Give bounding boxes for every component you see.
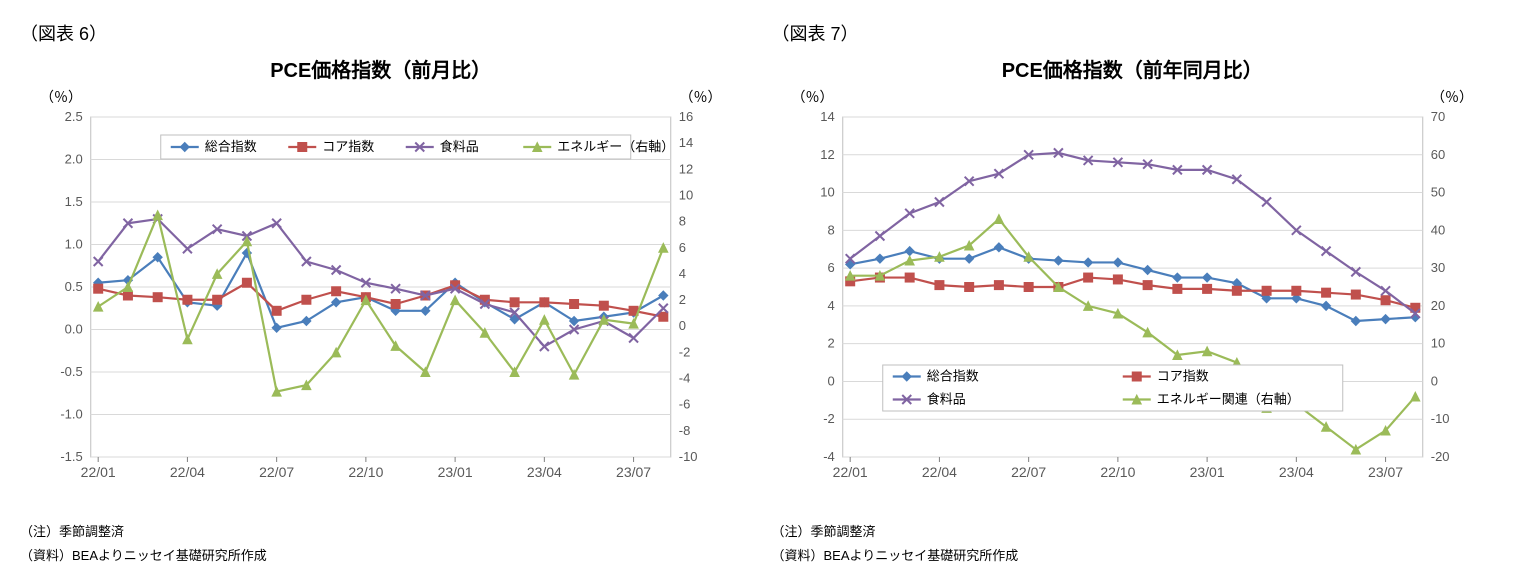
svg-text:22/10: 22/10	[1100, 464, 1135, 480]
charts-container: （図表 6） PCE価格指数（前月比） （％） （％） -1.5 -1.0 -0.5…	[20, 20, 1493, 565]
chart7-wrap: （％） （％） -4-202468101214-20-1001020304050…	[772, 87, 1494, 517]
svg-text:エネルギー（右軸）: エネルギー（右軸）	[557, 139, 674, 154]
svg-text:総合指数: 総合指数	[205, 139, 257, 154]
svg-text:-2: -2	[679, 344, 691, 359]
svg-text:23/04: 23/04	[527, 464, 562, 480]
svg-text:食料品: 食料品	[440, 139, 479, 154]
svg-text:-4: -4	[679, 371, 691, 386]
svg-text:-4: -4	[823, 449, 835, 464]
svg-text:4: 4	[679, 266, 686, 281]
svg-text:50: 50	[1430, 185, 1444, 200]
chart6-svg: -1.5 -1.0 -0.5 0.0 0.5 1.0 1.5 2.0 2.5 -10 -8 -6 -4 -…	[20, 87, 742, 517]
svg-text:0: 0	[827, 373, 834, 388]
chart7-note1: （注）季節調整済	[772, 523, 1494, 541]
chart6-unit-left: （％）	[40, 87, 82, 107]
svg-text:-20: -20	[1430, 449, 1449, 464]
svg-text:70: 70	[1430, 109, 1444, 124]
svg-text:10: 10	[679, 187, 693, 202]
svg-text:22/07: 22/07	[259, 464, 294, 480]
svg-text:10: 10	[820, 185, 834, 200]
svg-text:23/01: 23/01	[1189, 464, 1224, 480]
svg-text:1.5: 1.5	[65, 194, 83, 209]
svg-text:4: 4	[827, 298, 834, 313]
svg-text:0: 0	[1430, 373, 1437, 388]
svg-text:23/01: 23/01	[438, 464, 473, 480]
svg-text:23/07: 23/07	[1368, 464, 1403, 480]
svg-text:-0.5: -0.5	[60, 364, 82, 379]
svg-text:6: 6	[827, 260, 834, 275]
svg-text:6: 6	[679, 240, 686, 255]
svg-text:-2: -2	[823, 411, 835, 426]
svg-text:コア指数: コア指数	[1156, 369, 1208, 384]
svg-text:-6: -6	[679, 397, 691, 412]
svg-text:-1.5: -1.5	[60, 449, 82, 464]
chart7-figure-label: （図表 7）	[772, 20, 1494, 46]
svg-text:30: 30	[1430, 260, 1444, 275]
svg-text:16: 16	[679, 109, 693, 124]
svg-text:2: 2	[827, 336, 834, 351]
svg-text:2.0: 2.0	[65, 152, 83, 167]
svg-text:8: 8	[679, 214, 686, 229]
svg-text:22/04: 22/04	[921, 464, 956, 480]
svg-text:8: 8	[827, 222, 834, 237]
svg-text:10: 10	[1430, 336, 1444, 351]
chart6-note1: （注）季節調整済	[20, 523, 742, 541]
svg-text:20: 20	[1430, 298, 1444, 313]
svg-text:14: 14	[679, 135, 693, 150]
svg-text:22/01: 22/01	[832, 464, 867, 480]
chart7-unit-right: （％）	[1431, 87, 1473, 107]
svg-text:2: 2	[679, 292, 686, 307]
svg-text:-10: -10	[1430, 411, 1449, 426]
svg-text:-1.0: -1.0	[60, 407, 82, 422]
svg-text:-8: -8	[679, 423, 691, 438]
svg-text:22/04: 22/04	[170, 464, 205, 480]
svg-text:22/01: 22/01	[81, 464, 116, 480]
svg-text:食料品: 食料品	[926, 392, 965, 407]
svg-text:1.0: 1.0	[65, 237, 83, 252]
svg-text:総合指数: 総合指数	[926, 369, 978, 384]
svg-text:22/10: 22/10	[348, 464, 383, 480]
chart6-panel: （図表 6） PCE価格指数（前月比） （％） （％） -1.5 -1.0 -0.5…	[20, 20, 742, 565]
svg-text:14: 14	[820, 109, 834, 124]
chart7-unit-left: （％）	[792, 87, 834, 107]
chart7-panel: （図表 7） PCE価格指数（前年同月比） （％） （％） -4-2024681…	[772, 20, 1494, 565]
svg-text:0: 0	[679, 318, 686, 333]
svg-text:0.0: 0.0	[65, 322, 83, 337]
svg-text:エネルギー関連（右軸）: エネルギー関連（右軸）	[1156, 392, 1299, 407]
svg-text:12: 12	[820, 147, 834, 162]
chart6-unit-right: （％）	[680, 87, 722, 107]
chart6-title: PCE価格指数（前月比）	[20, 54, 742, 83]
chart6-figure-label: （図表 6）	[20, 20, 742, 46]
svg-text:0.5: 0.5	[65, 279, 83, 294]
chart7-title: PCE価格指数（前年同月比）	[772, 54, 1494, 83]
svg-text:22/07: 22/07	[1011, 464, 1046, 480]
svg-text:23/04: 23/04	[1278, 464, 1313, 480]
svg-text:23/07: 23/07	[616, 464, 651, 480]
svg-text:-10: -10	[679, 449, 698, 464]
svg-text:60: 60	[1430, 147, 1444, 162]
svg-text:12: 12	[679, 161, 693, 176]
chart7-svg: -4-202468101214-20-1001020304050607022/0…	[772, 87, 1494, 517]
chart7-note2: （資料）BEAよりニッセイ基礎研究所作成	[772, 547, 1494, 565]
chart6-wrap: （％） （％） -1.5-1.0-0.50.00.51.01.52.02.5-1…	[20, 87, 742, 517]
svg-text:40: 40	[1430, 222, 1444, 237]
svg-text:コア指数: コア指数	[322, 139, 374, 154]
svg-text:2.5: 2.5	[65, 109, 83, 124]
chart6-note2: （資料）BEAよりニッセイ基礎研究所作成	[20, 547, 742, 565]
